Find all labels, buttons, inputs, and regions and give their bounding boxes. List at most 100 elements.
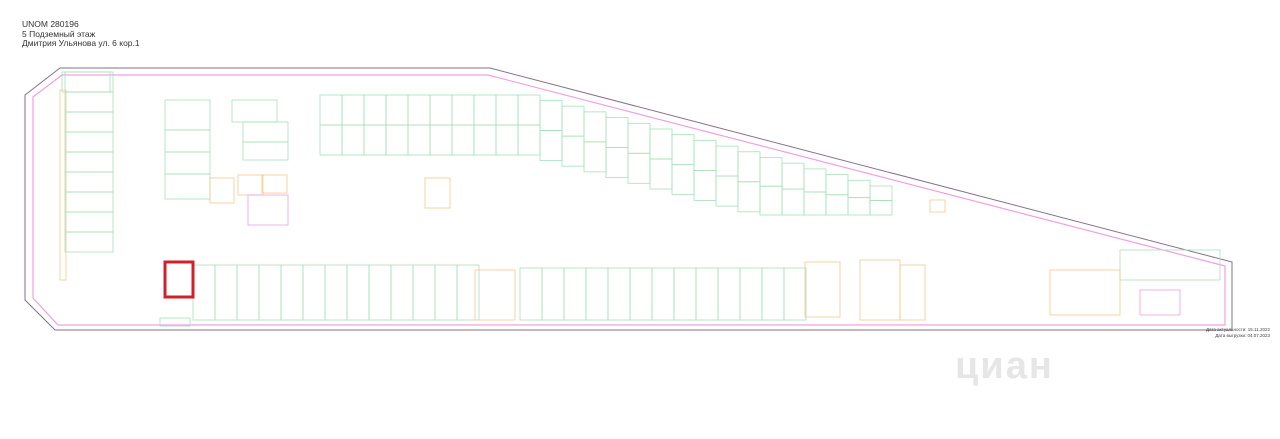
parking-space — [869, 200, 893, 216]
parking-space — [64, 131, 114, 153]
room — [237, 174, 264, 196]
parking-space — [385, 124, 409, 156]
stairwell — [474, 269, 516, 321]
parking-space — [737, 151, 761, 183]
parking-space — [651, 267, 675, 321]
room — [859, 259, 901, 321]
inner-wall — [32, 74, 1226, 326]
parking-space — [341, 124, 365, 156]
parking-space — [64, 151, 114, 173]
parking-space — [869, 185, 893, 201]
parking-space — [671, 164, 695, 196]
parking-space — [429, 94, 453, 126]
room — [209, 177, 235, 204]
parking-space — [164, 173, 211, 200]
parking-space — [61, 71, 111, 93]
parking-space — [803, 191, 827, 216]
plan-header: UNOM 280196 5 Подземный этаж Дмитрия Уль… — [22, 19, 140, 49]
parking-space — [214, 264, 238, 321]
parking-space — [673, 267, 697, 321]
room — [929, 199, 946, 213]
highlighted-room[interactable] — [163, 260, 195, 299]
parking-space — [258, 264, 282, 321]
parking-space — [451, 94, 475, 126]
parking-space — [539, 100, 563, 131]
parking-space — [627, 122, 651, 154]
parking-space — [64, 231, 114, 253]
outer-wall — [24, 67, 1233, 331]
parking-space — [649, 158, 673, 190]
parking-space — [541, 267, 565, 321]
parking-space — [346, 264, 370, 321]
parking-space — [319, 124, 343, 156]
parking-space — [825, 194, 849, 216]
parking-space — [324, 264, 348, 321]
parking-space — [385, 94, 409, 126]
parking-space — [164, 151, 211, 175]
elevator — [804, 261, 841, 318]
parking-space — [671, 134, 695, 166]
parking-space — [363, 124, 387, 156]
parking-space — [605, 117, 629, 148]
parking-space — [231, 99, 278, 123]
parking-space — [583, 111, 607, 143]
parking-space — [302, 264, 326, 321]
parking-space — [649, 128, 673, 160]
parking-space — [407, 94, 431, 126]
parking-space — [473, 94, 497, 126]
parking-space — [319, 94, 343, 126]
elevator — [424, 177, 451, 209]
parking-space — [242, 121, 289, 143]
dates-block: Дата актуальности: 15.11.2022 Дата выгру… — [1206, 327, 1270, 338]
watermark-logo: циан — [955, 345, 1054, 387]
stairwell — [1139, 289, 1181, 316]
parking-space — [517, 94, 541, 126]
parking-space — [563, 267, 587, 321]
parking-space — [759, 185, 783, 216]
elevator — [261, 174, 288, 194]
parking-space — [517, 124, 541, 156]
parking-space — [456, 264, 480, 321]
parking-space — [341, 94, 365, 126]
parking-space — [236, 264, 260, 321]
parking-space — [605, 147, 629, 178]
parking-space — [164, 99, 211, 131]
parking-space — [739, 267, 763, 321]
parking-space — [561, 105, 585, 137]
address-label: Дмитрия Ульянова ул. 6 кор.1 — [22, 38, 140, 48]
parking-space — [717, 267, 741, 321]
parking-space — [519, 267, 543, 321]
parking-space — [434, 264, 458, 321]
parking-space — [368, 264, 392, 321]
parking-space — [159, 317, 191, 327]
parking-space — [561, 135, 585, 167]
parking-space — [781, 162, 805, 190]
parking-space — [412, 264, 436, 321]
stairwell — [247, 194, 289, 226]
parking-space — [192, 264, 216, 321]
floor-label: 5 Подземный этаж — [22, 28, 96, 39]
parking-space — [64, 91, 114, 113]
parking-space — [847, 179, 871, 199]
parking-space — [473, 124, 497, 156]
parking-space — [64, 211, 114, 233]
parking-space — [583, 141, 607, 173]
rooms-group — [59, 71, 1221, 327]
parking-space — [715, 145, 739, 177]
actual-date: Дата актуальности: 15.11.2022 — [1205, 327, 1270, 332]
parking-space — [803, 168, 827, 193]
parking-space — [363, 94, 387, 126]
parking-space — [629, 267, 653, 321]
parking-space — [64, 111, 114, 133]
parking-space — [693, 139, 717, 171]
wall-segment — [59, 89, 67, 281]
parking-space — [825, 174, 849, 196]
unom-label: UNOM 280196 — [22, 19, 79, 29]
parking-space — [585, 267, 609, 321]
parking-space — [627, 152, 651, 184]
parking-space — [242, 141, 289, 161]
parking-space — [429, 124, 453, 156]
parking-space — [407, 124, 431, 156]
parking-space — [280, 264, 304, 321]
